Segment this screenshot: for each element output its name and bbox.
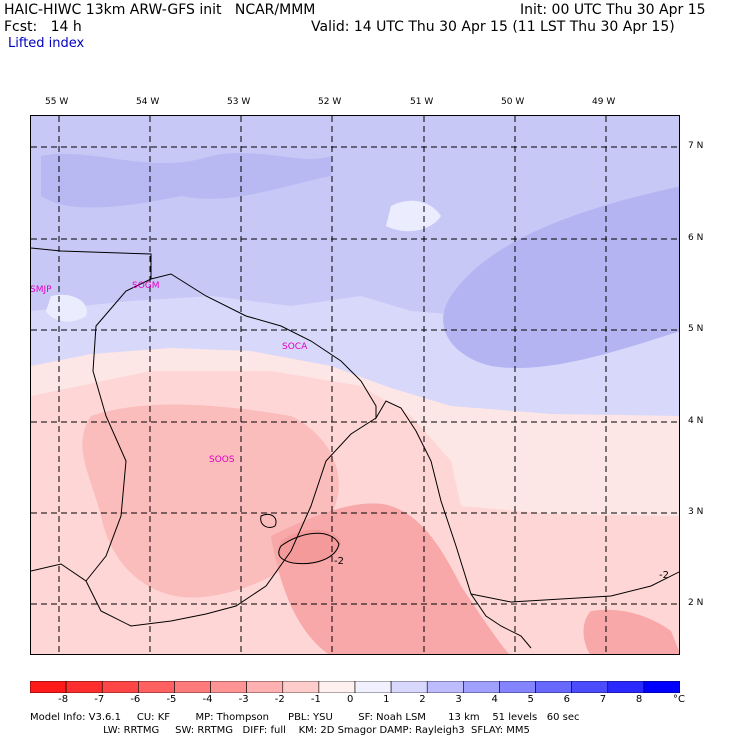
stable-core	[443, 186, 679, 368]
model-info-line1: Model Info: V3.6.1 CU: KF MP: Thompson P…	[30, 712, 580, 723]
lon-label: 52 W	[318, 97, 342, 107]
station-label: SMJP	[31, 285, 52, 295]
station-label: SOCA	[282, 342, 308, 352]
border-line	[85, 278, 152, 582]
colorbar-tick-label: 8	[635, 694, 643, 705]
lon-label: 53 W	[227, 97, 251, 107]
lat-label: 5 N	[688, 324, 704, 334]
model-info-line2: LW: RRTMG SW: RRTMG DIFF: full KM: 2D Sm…	[30, 725, 530, 736]
colorbar-swatch	[246, 681, 284, 693]
colorbar-swatch	[643, 681, 680, 693]
border-line	[470, 571, 679, 603]
neutral-patch	[386, 200, 441, 232]
colorbar-tick-label: -1	[310, 694, 321, 705]
coastline	[31, 247, 679, 649]
contour-line	[260, 513, 277, 529]
lat-label: 2 N	[688, 598, 704, 608]
valid-time: Valid: 14 UTC Thu 30 Apr 15 (11 LST Thu …	[311, 19, 675, 35]
colorbar-tick-label: -2	[274, 694, 285, 705]
colorbar-swatch	[101, 681, 139, 693]
colorbar-tick-label: 0	[347, 694, 354, 705]
lat-label: 6 N	[688, 233, 704, 243]
colorbar-unit: °C	[673, 694, 685, 705]
neutral-patch	[46, 294, 87, 322]
colorbar-tick-label: 3	[455, 694, 462, 705]
init-time: Init: 00 UTC Thu 30 Apr 15	[520, 2, 706, 18]
colorbar-tick-label: -3	[238, 694, 249, 705]
colorbar-tick-label: 5	[527, 694, 534, 705]
colorbar-swatch	[571, 681, 609, 693]
field-name: Lifted index	[8, 36, 85, 51]
colorbar-swatch	[318, 681, 356, 693]
lon-label: 51 W	[410, 97, 434, 107]
colorbar-swatch	[30, 681, 67, 693]
colorbar-swatch	[174, 681, 211, 693]
colorbar-swatch	[65, 681, 103, 693]
colorbar-tick-label: 4	[491, 694, 498, 705]
lon-label: 49 W	[592, 97, 616, 107]
model-title: HAIC-HIWC 13km ARW-GFS init NCAR/MMM	[4, 2, 316, 18]
lifted-index-map: -2 -2 SMJP SOGM SOCA SOOS	[31, 116, 679, 654]
unstable-core	[583, 609, 679, 654]
station-label: SOGM	[132, 281, 160, 291]
colorbar-swatch	[390, 681, 428, 693]
lat-label: 3 N	[688, 507, 704, 517]
colorbar-tick-label: 6	[563, 694, 571, 705]
contour-line	[278, 532, 340, 565]
colorbar-tick-label: -6	[130, 694, 141, 705]
contour-label: -2	[659, 570, 669, 581]
colorbar-swatch	[210, 681, 247, 693]
contour-label: -2	[334, 556, 344, 567]
colorbar-tick-label: 7	[599, 694, 607, 705]
colorbar-swatch	[607, 681, 645, 693]
colorbar-swatch	[535, 681, 572, 693]
lat-label: 7 N	[688, 141, 704, 151]
stable-core	[41, 153, 331, 208]
lon-label: 54 W	[136, 97, 160, 107]
lon-label: 55 W	[45, 97, 69, 107]
colorbar-tick-label: 2	[419, 694, 426, 705]
colorbar-tick-label: -8	[58, 694, 69, 705]
border-line	[31, 417, 377, 627]
colorbar-swatch	[499, 681, 536, 693]
colorbar-swatch	[426, 681, 464, 693]
colorbar-tick-label: -7	[94, 694, 105, 705]
colorbar-tick-label: -4	[202, 694, 213, 705]
colorbar	[30, 681, 680, 693]
colorbar-tick-label: 1	[383, 694, 390, 705]
colorbar-swatch	[354, 681, 392, 693]
colorbar-swatch	[282, 681, 320, 693]
lat-label: 4 N	[688, 416, 704, 426]
map-panel[interactable]: -2 -2 SMJP SOGM SOCA SOOS	[30, 115, 680, 655]
colorbar-swatch	[138, 681, 175, 693]
lat-lon-grid	[31, 116, 679, 654]
station-label: SOOS	[209, 455, 235, 465]
forecast-hour: Fcst: 14 h	[4, 19, 82, 35]
colorbar-tick-label: -5	[166, 694, 177, 705]
lon-label: 50 W	[501, 97, 525, 107]
colorbar-swatch	[463, 681, 500, 693]
